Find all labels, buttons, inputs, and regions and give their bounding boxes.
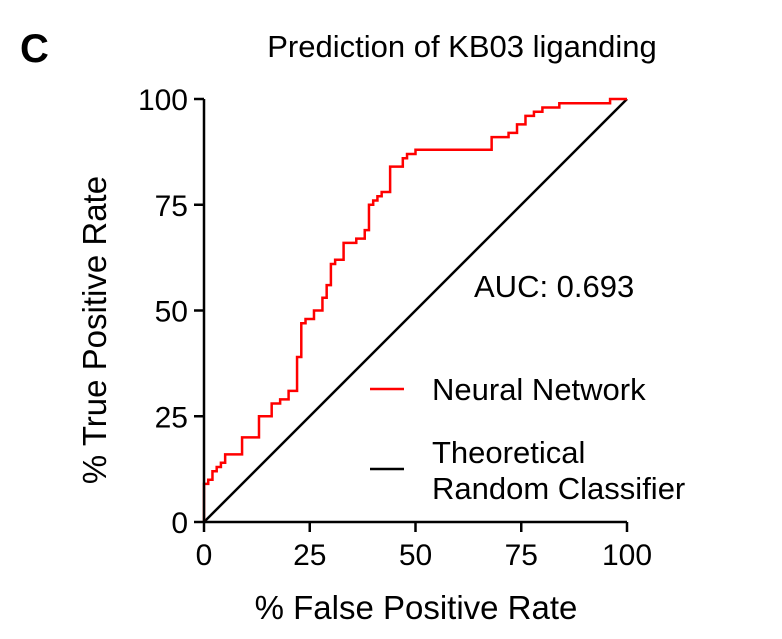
x-tick-label: 50	[399, 539, 432, 572]
legend-label-random-classifier-line1: Theoretical	[432, 435, 585, 470]
series-line-neural-network	[202, 97, 627, 522]
panel-label: C	[20, 27, 49, 71]
y-tick-label: 0	[171, 507, 188, 540]
x-tick-label: 0	[196, 539, 213, 572]
x-tick-label: 100	[602, 539, 652, 572]
y-tick-label: 25	[155, 401, 188, 434]
series-line-random-classifier	[203, 98, 628, 523]
x-axis-label: % False Positive Rate	[255, 589, 578, 626]
plot-area	[202, 97, 628, 523]
y-tick-label: 75	[155, 190, 188, 223]
x-tick-label: 25	[293, 539, 326, 572]
legend: Neural Network Theoretical Random Classi…	[370, 372, 685, 506]
axis-ticks: 0 25 50 75 100 0 25 50 75 100	[138, 84, 652, 572]
auc-annotation: AUC: 0.693	[474, 269, 634, 304]
chart-title: Prediction of KB03 liganding	[267, 29, 656, 64]
y-axis-label: % True Positive Rate	[76, 176, 113, 484]
x-tick-label: 75	[505, 539, 538, 572]
y-tick-label: 50	[155, 296, 188, 329]
y-tick-label: 100	[138, 84, 188, 117]
legend-label-neural-network: Neural Network	[432, 372, 646, 407]
legend-label-random-classifier-line2: Random Classifier	[432, 471, 685, 506]
